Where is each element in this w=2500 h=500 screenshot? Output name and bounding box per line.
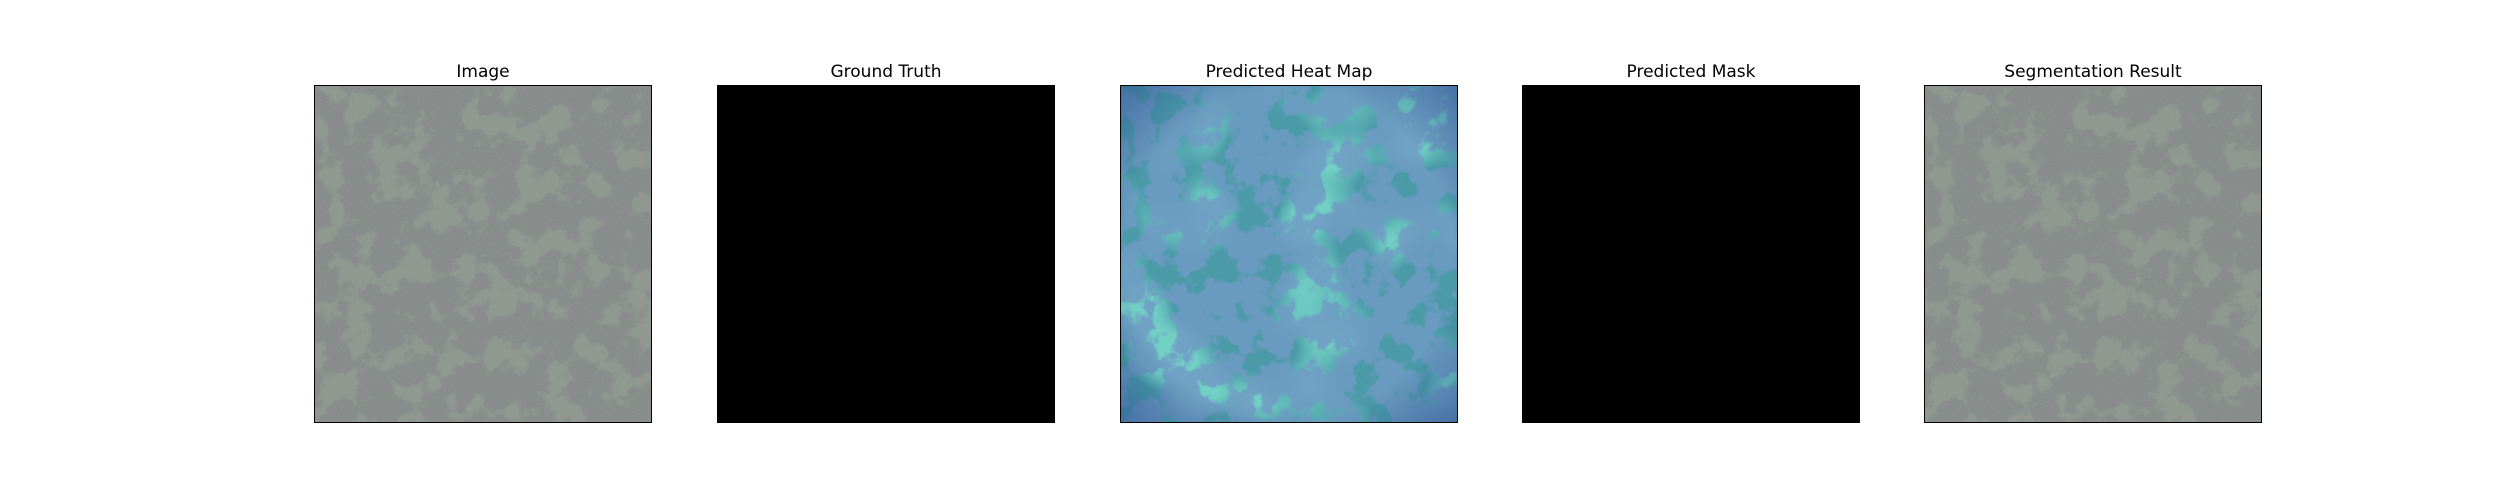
segmentation-result	[1925, 86, 2261, 422]
panel-image: Image	[314, 61, 652, 423]
predicted-mask-frame	[1522, 85, 1860, 423]
panel-segmentation: Segmentation Result	[1924, 61, 2262, 423]
panel-title-image: Image	[456, 62, 510, 82]
image-frame	[314, 85, 652, 423]
predicted-mask	[1523, 86, 1859, 422]
ground-truth-frame	[717, 85, 1055, 423]
ground-truth-mask	[718, 86, 1054, 422]
panel-heatmap: Predicted Heat Map	[1120, 61, 1458, 423]
panel-predicted-mask: Predicted Mask	[1522, 61, 1860, 423]
heatmap-frame	[1120, 85, 1458, 423]
panel-title-segmentation: Segmentation Result	[2004, 62, 2182, 82]
predicted-heatmap	[1121, 86, 1457, 422]
panel-title-heatmap: Predicted Heat Map	[1205, 62, 1373, 82]
segmentation-frame	[1924, 85, 2262, 423]
panel-title-predicted-mask: Predicted Mask	[1626, 62, 1756, 82]
input-image	[315, 86, 651, 422]
panel-ground-truth: Ground Truth	[717, 61, 1055, 423]
panel-title-ground-truth: Ground Truth	[830, 62, 942, 82]
